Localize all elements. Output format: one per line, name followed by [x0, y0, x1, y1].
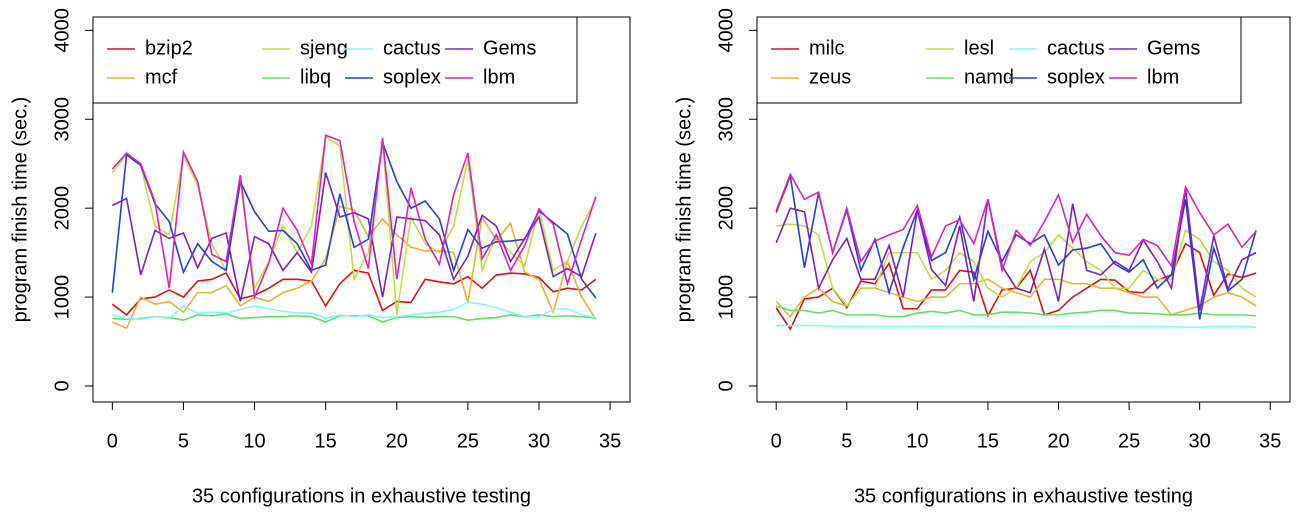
x-tick-label: 15 — [977, 430, 999, 452]
series-line — [775, 242, 1257, 331]
legend-label: milc — [809, 37, 845, 59]
x-tick-label: 35 — [1259, 430, 1281, 452]
y-axis-label: program finish time (sec.) — [9, 97, 31, 323]
x-tick-label: 0 — [771, 430, 782, 452]
series-line — [111, 142, 597, 299]
x-axis-label: 35 configurations in exhaustive testing — [854, 485, 1193, 507]
y-axis-label: program finish time (sec.) — [673, 97, 695, 323]
legend-label: mcf — [145, 66, 178, 88]
x-tick-label: 30 — [1189, 430, 1211, 452]
series-line — [111, 269, 597, 316]
legend-label: Gems — [1147, 37, 1200, 59]
legend-label: lesl — [964, 37, 994, 59]
series-line — [111, 135, 597, 315]
y-tick-label: 3000 — [715, 97, 737, 142]
series-line — [111, 134, 597, 301]
legend-label: sjeng — [300, 37, 348, 59]
legend-label: libq — [300, 66, 331, 88]
x-tick-label: 35 — [599, 430, 621, 452]
legend-label: soplex — [383, 66, 441, 88]
x-axis-label: 35 configurations in exhaustive testing — [192, 485, 531, 507]
legend-frame — [92, 16, 578, 104]
x-tick-label: 15 — [315, 430, 337, 452]
y-tick-label: 4000 — [51, 8, 73, 53]
y-tick-label: 4000 — [715, 8, 737, 53]
y-tick-label: 1000 — [51, 275, 73, 320]
legend-label: zeus — [809, 66, 851, 88]
x-tick-label: 20 — [1047, 430, 1069, 452]
x-tick-label: 30 — [528, 430, 550, 452]
series-line — [775, 278, 1257, 318]
series-line — [111, 172, 597, 302]
legend-label: bzip2 — [145, 37, 193, 59]
x-tick-label: 0 — [107, 430, 118, 452]
legend-label: cactus — [1047, 37, 1105, 59]
series-line — [776, 324, 1257, 329]
legend-frame — [756, 16, 1242, 104]
y-tick-label: 1000 — [715, 275, 737, 320]
legend-label: lbm — [483, 66, 515, 88]
x-tick-label: 10 — [243, 430, 265, 452]
x-tick-label: 20 — [386, 430, 408, 452]
series-line — [775, 305, 1257, 318]
series-line — [112, 301, 597, 321]
legend-label: lbm — [1147, 66, 1179, 88]
x-tick-label: 10 — [906, 430, 928, 452]
y-tick-label: 2000 — [51, 186, 73, 231]
legend-label: namd — [964, 66, 1014, 88]
x-tick-label: 5 — [841, 430, 852, 452]
x-tick-label: 25 — [457, 430, 479, 452]
x-tick-label: 25 — [1118, 430, 1140, 452]
legend-label: Gems — [483, 37, 536, 59]
legend-label: cactus — [383, 37, 441, 59]
legend-label: soplex — [1047, 66, 1105, 88]
y-tick-label: 0 — [715, 380, 737, 391]
series-line — [775, 188, 1257, 311]
y-tick-label: 2000 — [715, 186, 737, 231]
y-tick-label: 0 — [51, 380, 73, 391]
series-line — [112, 205, 597, 330]
y-tick-label: 3000 — [51, 97, 73, 142]
x-tick-label: 5 — [178, 430, 189, 452]
series-line — [775, 172, 1257, 274]
series-line — [112, 313, 596, 323]
